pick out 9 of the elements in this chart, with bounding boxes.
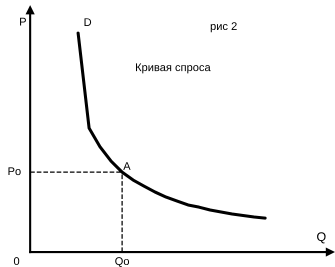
ref-line-label: Po <box>8 167 21 176</box>
annotation: Кривая спроса <box>136 63 211 74</box>
text: Qo <box>115 257 130 267</box>
text: 0 <box>14 257 20 266</box>
text: D <box>84 18 92 26</box>
y-axis-title: P <box>20 18 26 26</box>
text: рис 2 <box>210 22 237 32</box>
annotation: A <box>123 162 131 170</box>
x-axis-title: Q <box>317 232 326 244</box>
